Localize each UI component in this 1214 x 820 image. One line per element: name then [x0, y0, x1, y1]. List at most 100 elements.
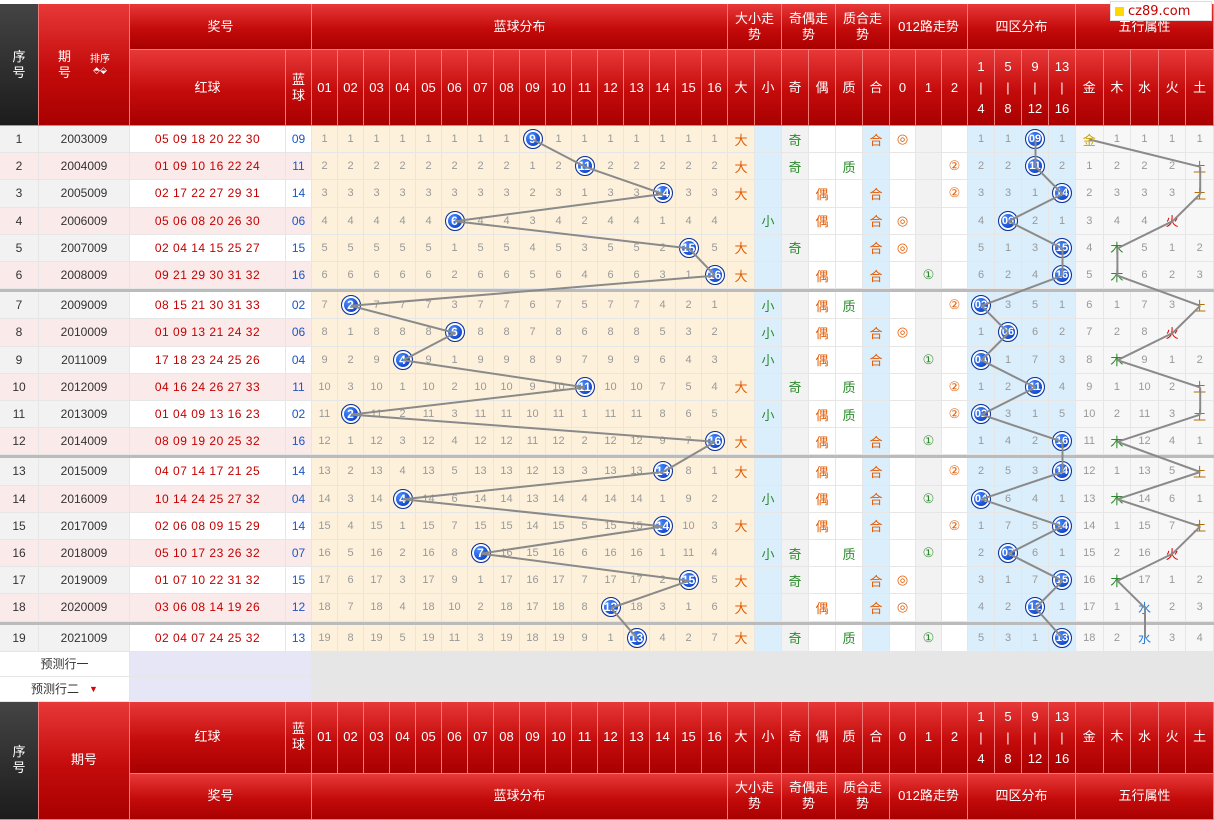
footer-red-label: 红球	[130, 701, 286, 774]
blue-miss: 5	[390, 624, 416, 652]
blue-miss: 1	[572, 401, 598, 429]
dx-cell	[755, 234, 782, 262]
jo-cell	[782, 485, 809, 513]
predict-grid[interactable]	[312, 651, 1214, 677]
area-miss: 1	[1049, 540, 1076, 568]
area-miss: 1	[968, 428, 995, 456]
area-miss: 4	[968, 207, 995, 235]
wuxing-miss: 16	[1076, 567, 1104, 595]
row-issue[interactable]: 2012009	[39, 373, 130, 401]
wuxing-hit: 火	[1158, 319, 1187, 347]
row-red-balls: 05 10 17 23 26 32	[130, 540, 286, 568]
blue-miss: 7	[416, 292, 442, 320]
predict-input-area[interactable]	[130, 651, 312, 677]
header-issue[interactable]: 期 号 排序 ⬘⬙	[39, 4, 130, 126]
predict-row-label[interactable]: 预测行一	[0, 651, 130, 677]
blue-miss: 2	[494, 153, 520, 181]
row-issue[interactable]: 2010009	[39, 319, 130, 347]
blue-miss: 5	[338, 234, 364, 262]
area-hit: 15	[1049, 567, 1076, 595]
header-blue-col-10: 10	[546, 50, 572, 126]
site-logo[interactable]: cz89.com	[1110, 1, 1212, 21]
area-miss: 3	[1022, 234, 1049, 262]
jo-cell: 奇	[782, 126, 809, 154]
blue-miss: 9	[676, 485, 702, 513]
row-issue[interactable]: 2003009	[39, 126, 130, 154]
road-cell	[890, 153, 916, 181]
row-issue[interactable]: 2015009	[39, 458, 130, 486]
row-issue[interactable]: 2020009	[39, 594, 130, 622]
jo-cell: 偶	[809, 319, 836, 347]
wuxing-miss: 2	[1158, 373, 1187, 401]
row-issue[interactable]: 2005009	[39, 180, 130, 208]
blue-miss: 11	[312, 401, 338, 429]
area-miss: 5	[1049, 401, 1076, 429]
area-hit: 02	[968, 292, 995, 320]
row-issue[interactable]: 2007009	[39, 234, 130, 262]
jo-cell: 偶	[809, 458, 836, 486]
area-miss: 5	[1022, 292, 1049, 320]
blue-miss: 7	[494, 292, 520, 320]
predict-row-label[interactable]: 预测行二 ▼	[0, 676, 130, 702]
row-issue[interactable]: 2021009	[39, 624, 130, 652]
footer-dx-0: 大	[728, 701, 755, 774]
footer-blue-col-16: 16	[702, 701, 728, 774]
blue-hit-ball: 14	[652, 183, 673, 204]
road-cell	[890, 373, 916, 401]
blue-miss: 1	[494, 126, 520, 154]
wuxing-miss: 2	[1186, 567, 1214, 595]
row-blue-ball: 04	[286, 346, 312, 374]
area-hit: 13	[1049, 624, 1076, 652]
row-issue[interactable]: 2008009	[39, 262, 130, 290]
row-issue[interactable]: 2006009	[39, 207, 130, 235]
area-miss: 1	[968, 373, 995, 401]
row-issue[interactable]: 2004009	[39, 153, 130, 181]
wuxing-miss: 10	[1131, 373, 1159, 401]
row-issue[interactable]: 2019009	[39, 567, 130, 595]
road-cell	[942, 234, 968, 262]
wuxing-hit: 木	[1103, 234, 1132, 262]
blue-miss: 10	[546, 373, 572, 401]
blue-miss: 1	[442, 346, 468, 374]
wuxing-miss: 4	[1158, 428, 1187, 456]
area-hit-ball: 02	[971, 295, 991, 316]
row-issue[interactable]: 2014009	[39, 428, 130, 456]
sort-arrows-icon[interactable]: ⬘⬙	[93, 64, 107, 75]
blue-miss: 12	[598, 428, 624, 456]
area-miss: 5	[1022, 512, 1049, 540]
header-zhihe: 质合走势	[836, 4, 890, 50]
footer-group-1: 奇偶走势	[782, 773, 836, 820]
row-issue[interactable]: 2018009	[39, 540, 130, 568]
row-issue[interactable]: 2017009	[39, 512, 130, 540]
blue-miss: 1	[442, 126, 468, 154]
row-issue[interactable]: 2013009	[39, 401, 130, 429]
row-issue[interactable]: 2009009	[39, 292, 130, 320]
area-miss: 3	[968, 180, 995, 208]
wuxing-miss: 2	[1158, 262, 1187, 290]
area-miss: 3	[995, 401, 1022, 429]
area-miss: 3	[968, 567, 995, 595]
dx-cell	[728, 401, 755, 429]
dx-cell: 小	[755, 540, 782, 568]
header-issue-label: 期 号	[57, 48, 71, 80]
row-seq: 2	[0, 153, 39, 181]
blue-miss: 1	[650, 485, 676, 513]
area-miss: 1	[1049, 126, 1076, 154]
blue-hit-ball: 12	[600, 597, 621, 618]
row-blue-ball: 09	[286, 126, 312, 154]
area-hit-ball: 04	[971, 349, 991, 370]
row-blue-ball: 02	[286, 292, 312, 320]
sort-button[interactable]: 排序 ⬘⬙	[89, 53, 110, 75]
logo-text: cz89.com	[1128, 3, 1191, 19]
area-miss: 2	[1049, 319, 1076, 347]
expand-arrow-icon[interactable]: ▼	[89, 683, 98, 694]
row-issue[interactable]: 2016009	[39, 485, 130, 513]
blue-miss: 8	[364, 319, 390, 347]
area-miss: 2	[968, 540, 995, 568]
predict-input-area[interactable]	[130, 676, 312, 702]
blue-miss: 1	[650, 540, 676, 568]
zh-cell: 合	[863, 207, 890, 235]
zh-cell	[863, 292, 890, 320]
row-issue[interactable]: 2011009	[39, 346, 130, 374]
predict-grid[interactable]	[312, 676, 1214, 702]
